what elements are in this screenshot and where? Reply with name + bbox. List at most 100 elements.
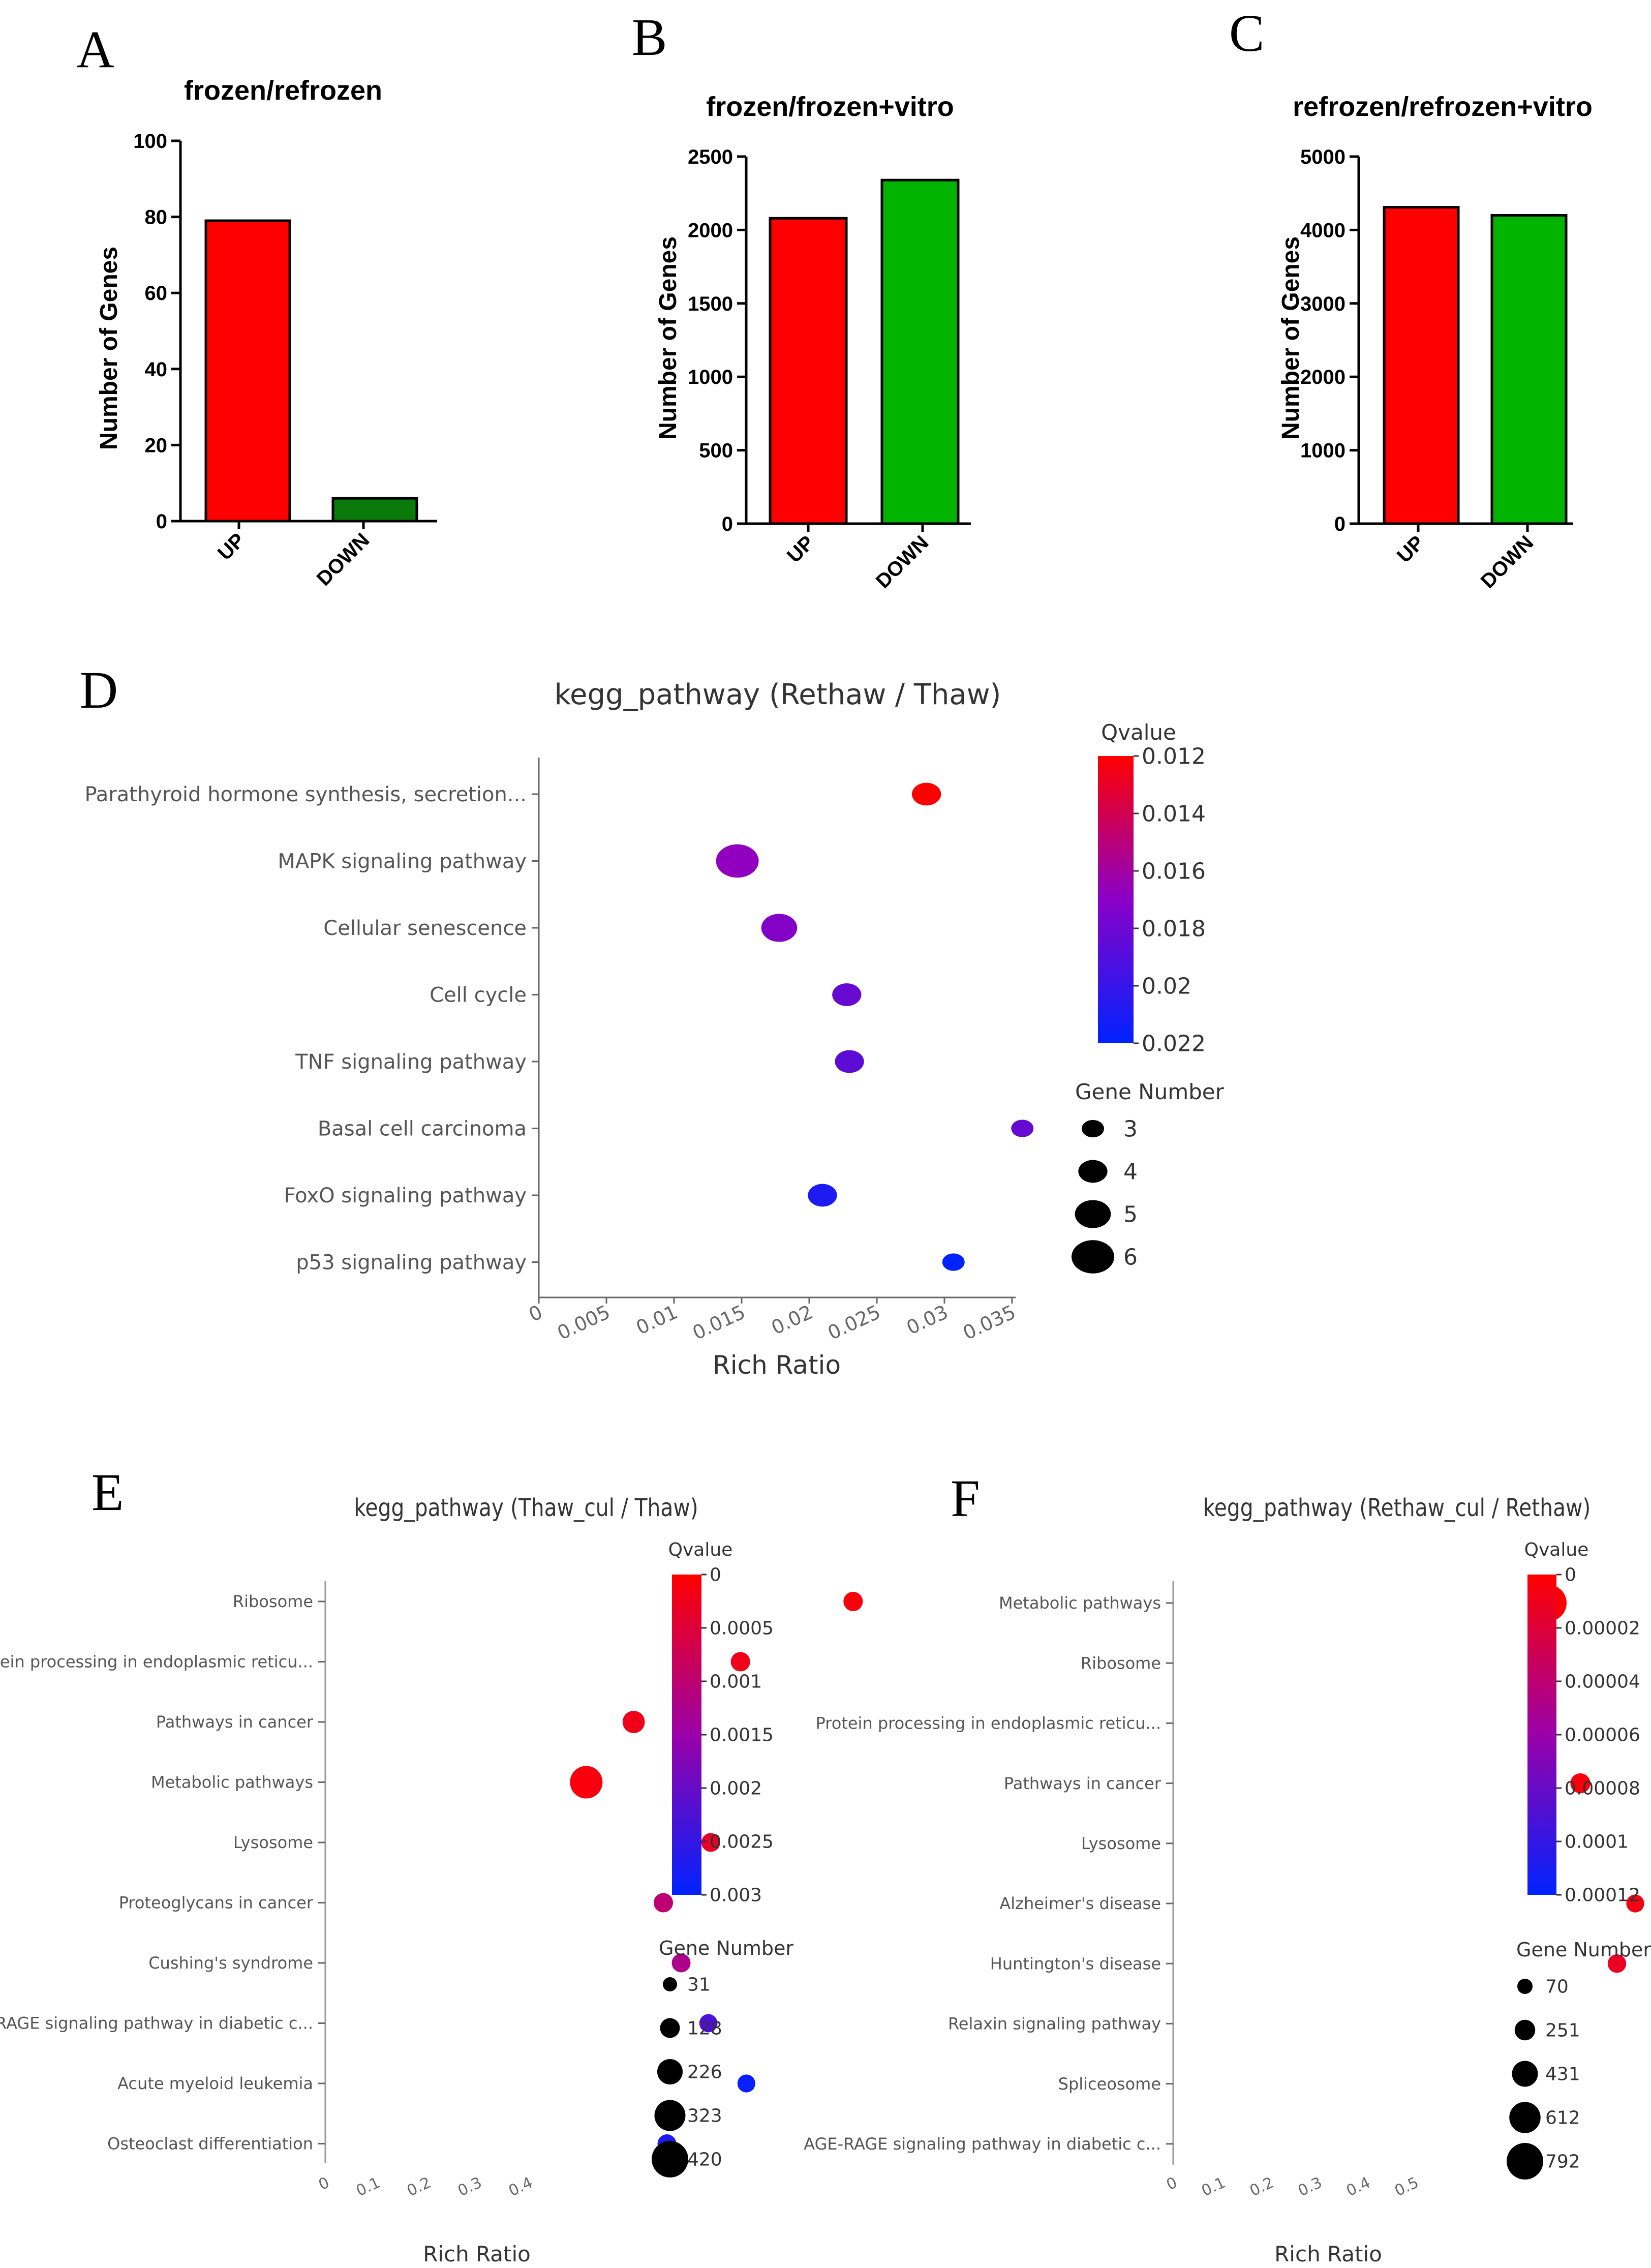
bubble-point — [911, 782, 941, 806]
size-legend-label: 4 — [1123, 1159, 1138, 1185]
x-tick-label: 0.2 — [1247, 2174, 1276, 2200]
colorbar-tick-label: 0.002 — [710, 1778, 762, 1799]
bar-chart-c: refrozen/refrozen+vitro Number of Genes … — [1277, 92, 1593, 593]
colorbar-tick-label: 0.0015 — [710, 1725, 774, 1746]
bubble-point — [699, 2014, 718, 2033]
kegg-chart-e: kegg_pathway (Thaw_cul / Thaw) Rich Rati… — [0, 1494, 863, 2266]
colorbar-tick-label: 0.00002 — [1565, 1618, 1640, 1639]
size-legend-label: 5 — [1123, 1201, 1138, 1227]
colorbar-tick-label: 0 — [1565, 1565, 1576, 1586]
pathway-label: Lysosome — [1081, 1834, 1161, 1853]
size-legend-label: 70 — [1545, 1977, 1569, 1998]
pathway-label: Proteoglycans in cancer — [119, 1893, 314, 1913]
y-tick-label: 1500 — [688, 293, 733, 315]
bar-chart-title: refrozen/refrozen+vitro — [1293, 92, 1593, 122]
y-tick-label: 5000 — [1300, 146, 1346, 168]
bar-chart-title: frozen/refrozen — [184, 75, 382, 106]
bubble-point — [716, 844, 759, 878]
pathway-label: Osteoclast differentiation — [107, 2134, 313, 2154]
pathway-label: Basal cell carcinoma — [318, 1117, 527, 1141]
x-axis-label: Rich Ratio — [423, 2242, 531, 2266]
bubble-point — [808, 1184, 837, 1207]
panel-letter-d: D — [80, 661, 118, 719]
x-tick-label: 0 — [1164, 2174, 1180, 2194]
colorbar-tick-label: 0.00004 — [1565, 1672, 1640, 1692]
bubble-point — [737, 2074, 755, 2093]
bubble-point — [761, 914, 798, 942]
size-legend-label: 3 — [1123, 1116, 1138, 1142]
panel-letter-f: F — [951, 1469, 980, 1528]
y-tick-label: 500 — [699, 440, 733, 462]
y-tick-label: 2500 — [688, 146, 733, 168]
colorbar-tick-label: 0.018 — [1142, 916, 1206, 942]
bar-up — [769, 217, 848, 525]
x-tick-label: 0.035 — [960, 1301, 1019, 1344]
colorbar-tick-label: 0.0025 — [710, 1832, 774, 1853]
bubble-point — [622, 1711, 645, 1733]
qvalue-colorbar — [672, 1575, 701, 1895]
size-legend-dot — [1509, 2102, 1541, 2133]
size-legend-dot — [663, 1977, 677, 1991]
bubble-point — [1607, 1954, 1627, 1973]
bubble-point — [835, 1050, 864, 1073]
pathway-label: Pathways in cancer — [156, 1712, 314, 1732]
size-legend-dot — [1512, 2061, 1538, 2087]
size-legend-dot — [652, 2141, 688, 2178]
size-legend-dot — [1082, 1120, 1104, 1138]
x-tick-label: 0.1 — [1199, 2174, 1228, 2200]
size-legend-label: 6 — [1123, 1244, 1138, 1270]
x-tick-label: 0 — [316, 2174, 332, 2194]
bar-up — [204, 219, 291, 523]
y-tick-label: 0 — [722, 513, 733, 535]
bar-down — [331, 497, 418, 523]
pathway-label: Parathyroid hormone synthesis, secretion… — [84, 783, 527, 806]
colorbar-tick-label: 0.00012 — [1565, 1885, 1640, 1906]
y-tick-label: 0 — [156, 510, 167, 533]
size-legend-dot — [657, 2059, 683, 2085]
bubble-point — [1570, 1773, 1591, 1794]
panel-letter-a: A — [76, 20, 114, 79]
colorbar-tick-label: 0.022 — [1142, 1031, 1206, 1056]
size-legend-dot — [1514, 2019, 1536, 2041]
pathway-label: FoxO signaling pathway — [284, 1184, 527, 1207]
pathway-label: MAPK signaling pathway — [278, 850, 527, 873]
size-legend-dot — [660, 2018, 680, 2038]
pathway-label: AGE-RAGE signaling pathway in diabetic c… — [804, 2134, 1161, 2154]
size-legend-label: 128 — [687, 2018, 722, 2039]
x-tick-label: 0.03 — [903, 1301, 952, 1339]
x-tick-label: 0.015 — [689, 1301, 749, 1344]
size-legend-dot — [654, 2100, 686, 2131]
colorbar-tick-label: 0.012 — [1142, 743, 1206, 769]
y-tick-label: 1000 — [1300, 440, 1346, 462]
kegg-chart-f: kegg_pathway (Rethaw_cul / Rethaw) Rich … — [804, 1494, 1651, 2266]
x-tick-label: 0.5 — [1392, 2174, 1421, 2200]
x-tick-label: 0.4 — [506, 2174, 535, 2200]
size-legend-dot — [1078, 1160, 1108, 1183]
x-tick-label: 0.4 — [1343, 2174, 1373, 2200]
y-axis-label: Number of Genes — [96, 247, 123, 450]
gene-number-legend-title: Gene Number — [1075, 1079, 1225, 1104]
x-category-label: DOWN — [872, 531, 933, 593]
pathway-label: Huntington's disease — [990, 1954, 1161, 1973]
x-tick-label: 0.01 — [633, 1301, 681, 1339]
size-legend-dot — [1072, 1240, 1114, 1274]
pathway-label: Alzheimer's disease — [999, 1894, 1161, 1913]
y-tick-label: 20 — [145, 434, 168, 457]
bubble-point — [653, 1893, 674, 1913]
x-tick-label: 0 — [525, 1301, 546, 1326]
colorbar-tick-label: 0.02 — [1142, 973, 1191, 999]
colorbar-tick-label: 0.00008 — [1565, 1778, 1640, 1799]
bar-down — [880, 178, 960, 525]
pathway-label: Metabolic pathways — [151, 1773, 313, 1792]
x-tick-label: 0.025 — [824, 1301, 884, 1344]
pathway-label: TNF signaling pathway — [295, 1050, 527, 1074]
colorbar-tick-label: 0.0005 — [710, 1618, 774, 1639]
size-legend-label: 31 — [687, 1975, 711, 1995]
colorbar-tick-label: 0.0001 — [1565, 1832, 1629, 1853]
bubble-point — [570, 1766, 603, 1799]
pathway-label: Cellular senescence — [323, 917, 527, 940]
bar-chart-b: frozen/frozen+vitro Number of Genes 0 500… — [655, 92, 971, 593]
pathway-label: Relaxin signaling pathway — [948, 2014, 1161, 2034]
x-axis-label: Rich Ratio — [713, 1350, 841, 1380]
pathway-label: p53 signaling pathway — [296, 1251, 527, 1275]
